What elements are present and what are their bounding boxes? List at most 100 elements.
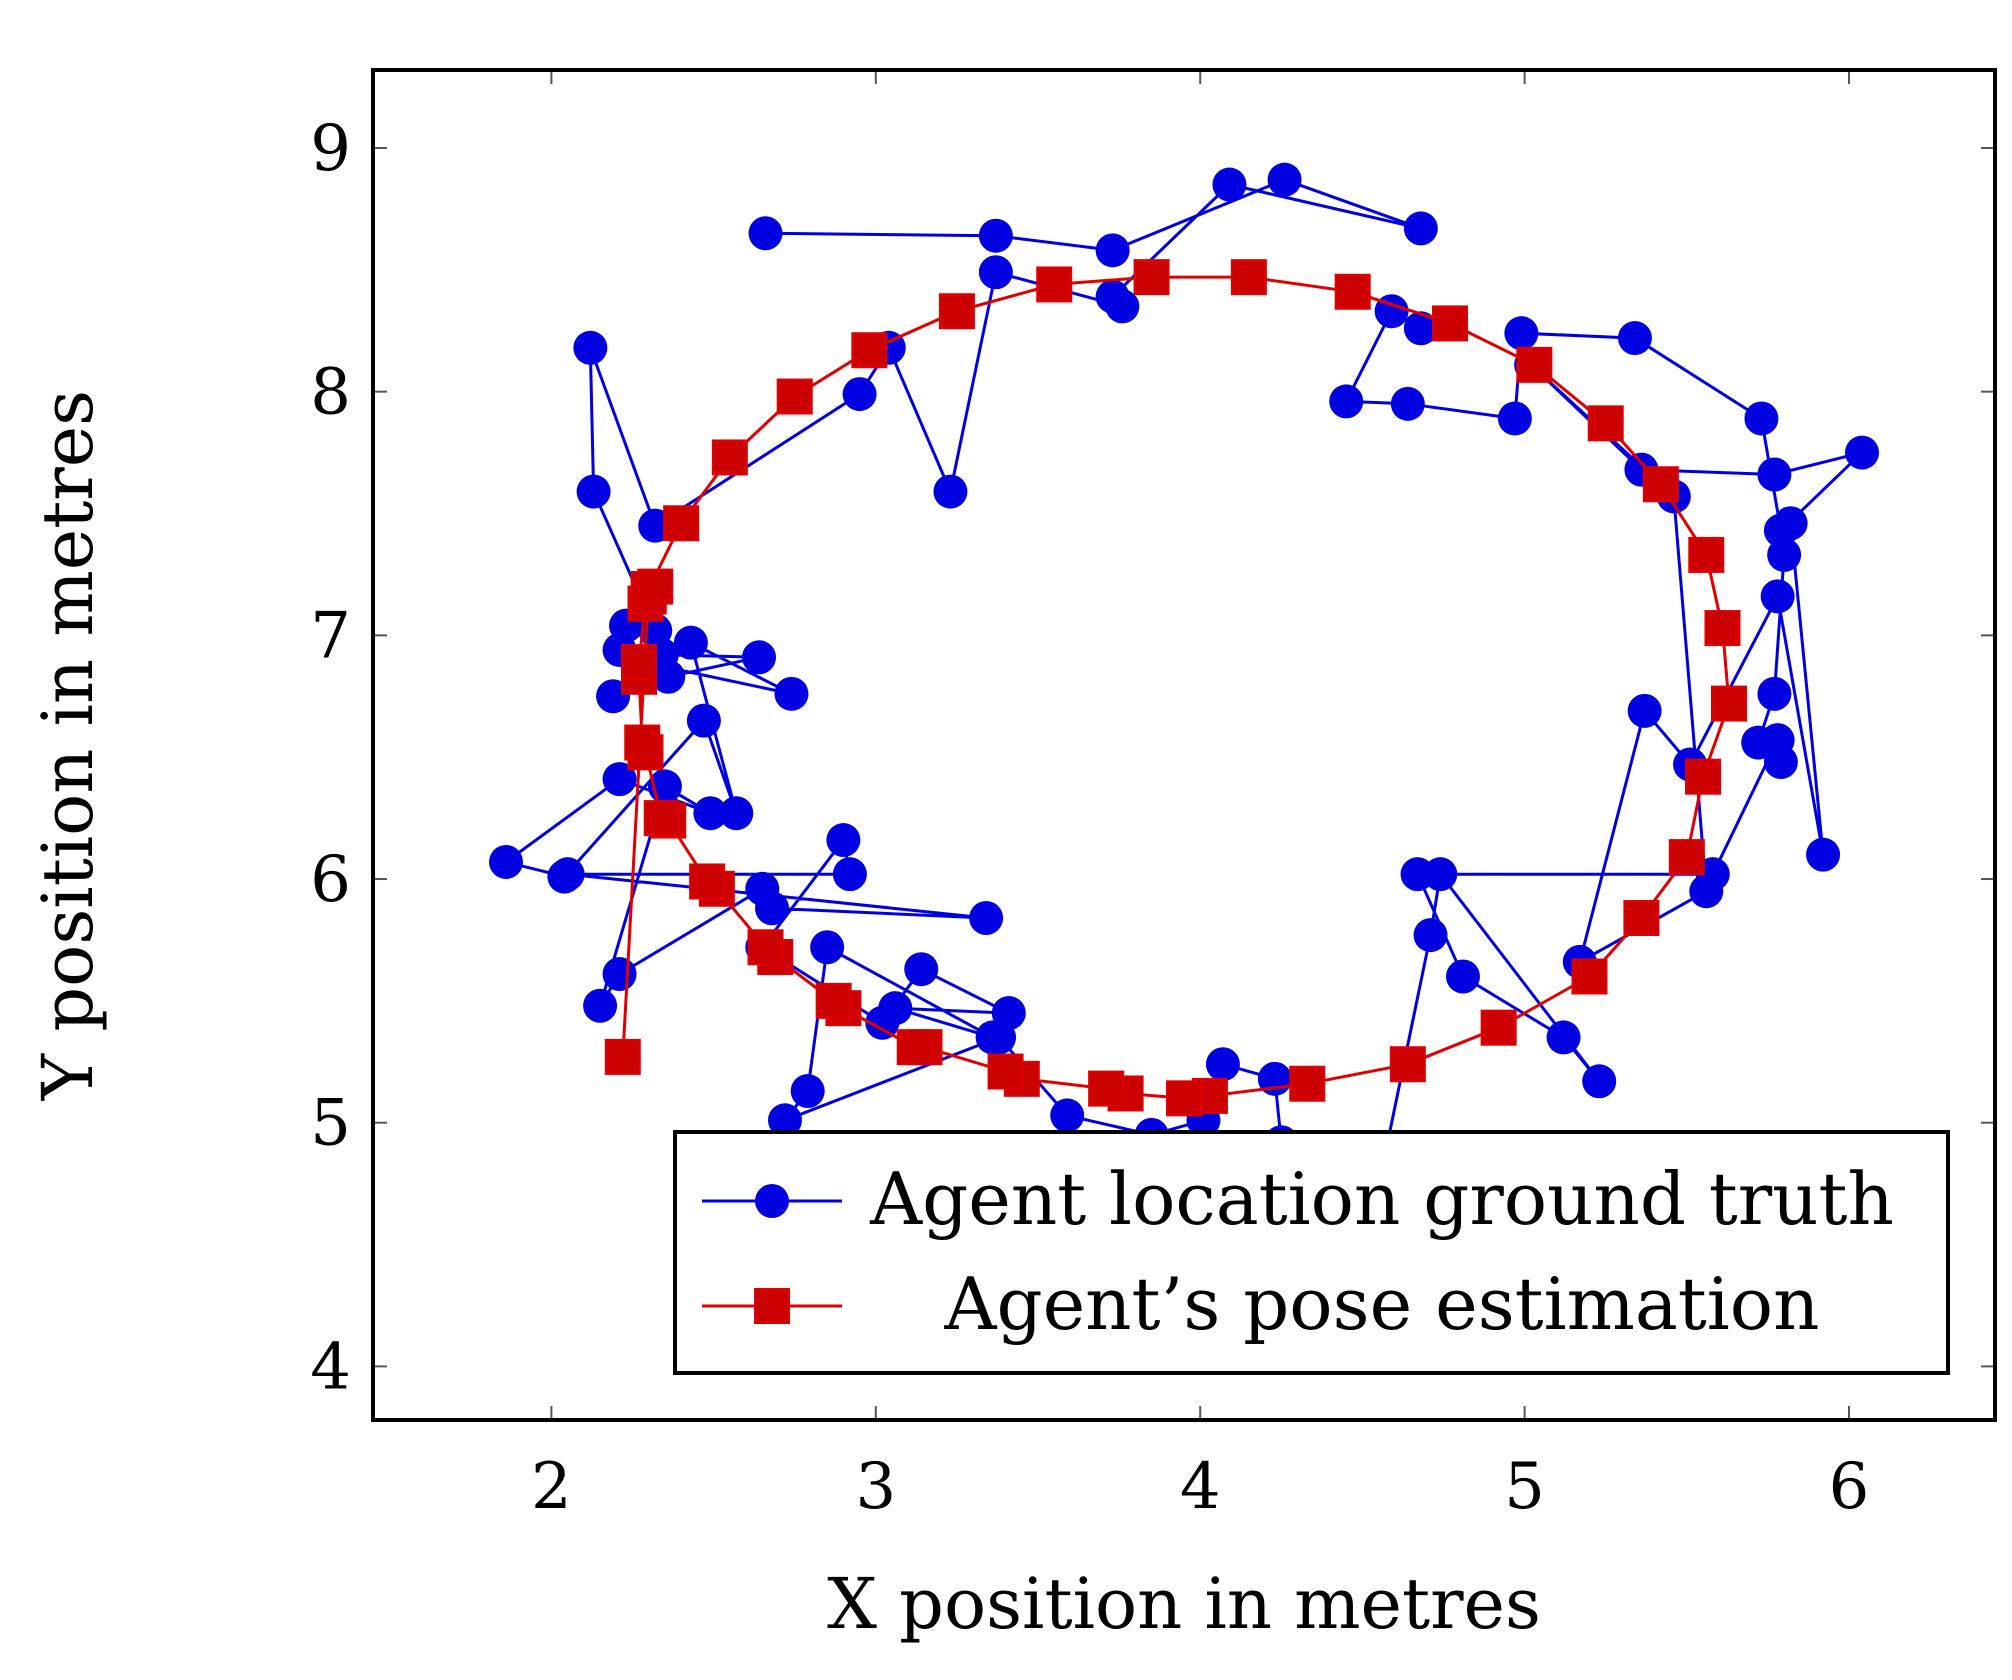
y-tick-label: 5	[310, 1087, 351, 1161]
x-tick-label: 2	[531, 1450, 572, 1524]
ground-truth-point	[1497, 401, 1532, 436]
legend-label-pose-estimation: Agent’s pose estimation	[943, 1262, 1819, 1346]
ground-truth-point	[1095, 233, 1130, 268]
pose-estimation-point	[1230, 259, 1267, 296]
ground-truth-point	[1050, 1098, 1085, 1133]
pose-estimation-point	[987, 1053, 1024, 1090]
ground-truth-point	[1400, 857, 1435, 892]
pose-estimation-point	[851, 332, 888, 369]
ground-truth-point	[1504, 316, 1539, 351]
ground-truth-point	[767, 1103, 802, 1138]
ground-truth-point	[1403, 311, 1438, 346]
pose-estimation-point	[1166, 1080, 1202, 1117]
pose-estimation-point	[624, 724, 661, 761]
ground-truth-point	[810, 930, 845, 965]
legend: Agent location ground truth Agent’s pose…	[673, 1130, 1950, 1375]
ground-truth-point	[550, 857, 585, 892]
ground-truth-point	[826, 823, 861, 858]
legend-label-ground-truth: Agent location ground truth	[869, 1157, 1894, 1241]
ground-truth-point	[1267, 162, 1302, 197]
legend-marker-ground-truth	[755, 1184, 789, 1218]
pose-estimation-point	[776, 378, 813, 415]
pose-estimation-point	[1710, 685, 1747, 722]
pose-estimation-point	[637, 568, 674, 605]
pose-estimation-point	[1642, 466, 1679, 503]
pose-estimation-point	[1036, 266, 1073, 303]
pose-estimation-point	[1480, 1009, 1517, 1046]
pose-estimation-point	[938, 293, 975, 330]
ground-truth-point	[1689, 874, 1724, 909]
ground-truth-point	[602, 762, 637, 797]
ground-truth-point	[673, 625, 708, 660]
ground-truth-point	[1546, 1020, 1581, 1055]
pose-estimation-point	[1704, 610, 1741, 647]
pose-estimation-point	[604, 1038, 641, 1075]
ground-truth-point	[742, 640, 777, 675]
pose-estimation-point	[747, 929, 784, 966]
ground-truth-point	[1763, 745, 1798, 780]
ground-truth-point	[790, 1074, 825, 1109]
ground-truth-point	[842, 377, 877, 412]
ground-truth-point	[1582, 1064, 1617, 1099]
ground-truth-point	[755, 891, 790, 926]
y-tick-label: 8	[310, 356, 351, 430]
axis-ticks	[373, 70, 1995, 1420]
pose-estimation-point	[896, 1029, 933, 1066]
pose-estimation-point	[689, 863, 726, 900]
x-tick-label: 3	[855, 1450, 896, 1524]
pose-estimation-point	[643, 800, 680, 837]
ground-truth-point	[878, 991, 913, 1026]
y-tick-label: 7	[310, 599, 351, 673]
y-tick-label: 6	[310, 843, 351, 917]
ground-truth-point	[1105, 289, 1140, 324]
ground-truth-point	[1757, 676, 1792, 711]
pose-estimation-point	[1289, 1065, 1326, 1102]
ground-truth-point	[1212, 167, 1247, 202]
ground-truth-point	[719, 796, 754, 831]
pose-estimation-point	[663, 505, 700, 542]
pose-estimation-point	[1587, 405, 1624, 442]
legend-marker-pose-estimation	[754, 1288, 790, 1324]
x-axis-title: X position in metres	[827, 1563, 1541, 1645]
ground-truth-point	[651, 659, 686, 694]
x-tick-label: 6	[1829, 1450, 1870, 1524]
x-tick-label: 5	[1504, 1450, 1545, 1524]
ground-truth-point	[832, 857, 867, 892]
ground-truth-point	[1329, 384, 1364, 419]
ground-truth-point	[1627, 693, 1662, 728]
ground-truth-point	[1741, 725, 1776, 760]
pose-estimation-point	[815, 982, 852, 1019]
ground-truth-point	[904, 952, 939, 987]
pose-estimation-point	[1088, 1070, 1125, 1107]
ground-truth-point	[933, 474, 968, 509]
pose-estimation-point	[1623, 900, 1660, 937]
ground-truth-point	[1413, 918, 1448, 953]
tick-labels: 2 3 4 5 6 4 5 6 7 8 9	[310, 112, 1869, 1524]
ground-truth-point	[978, 218, 1013, 253]
ground-truth-point	[1844, 435, 1879, 470]
ground-truth-point	[489, 844, 524, 879]
pose-estimation-point	[1334, 273, 1371, 310]
ground-truth-point	[1617, 321, 1652, 356]
ground-truth-point	[693, 796, 728, 831]
ground-truth-point	[1760, 579, 1795, 614]
ground-truth-point	[1390, 386, 1425, 421]
pose-estimation-point	[1571, 958, 1608, 995]
ground-truth-point	[576, 474, 611, 509]
ground-truth-point	[969, 901, 1004, 936]
pose-estimation-point	[1516, 346, 1553, 383]
ground-truth-point	[1445, 959, 1480, 994]
ground-truth-point	[1205, 1047, 1240, 1082]
pose-estimation-point	[711, 439, 748, 476]
ground-truth-point	[1403, 211, 1438, 246]
pose-estimation-point	[1432, 305, 1469, 342]
ground-truth-point	[583, 988, 618, 1023]
pose-estimation-point	[1668, 839, 1705, 876]
ground-truth-point	[602, 957, 637, 992]
y-tick-label: 4	[310, 1330, 351, 1404]
ground-truth-point	[982, 1020, 1017, 1055]
pose-estimation-point	[621, 644, 658, 681]
plot-frame	[371, 68, 1997, 1422]
